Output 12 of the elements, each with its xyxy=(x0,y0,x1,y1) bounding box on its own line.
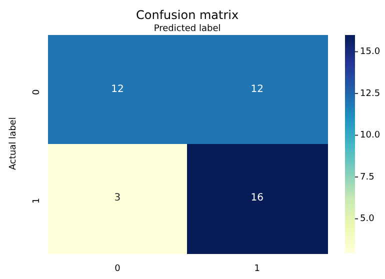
color-bar-label: 15.0 xyxy=(360,47,380,58)
data-label: 3 xyxy=(114,192,121,204)
x-axis-title: Predicted label xyxy=(154,24,221,34)
color-bar-label: 7.5 xyxy=(360,172,374,182)
color-bar-label: 5.0 xyxy=(360,214,375,224)
color-bar-label: 12.5 xyxy=(360,88,380,99)
data-label: 16 xyxy=(250,192,264,204)
data-label: 12 xyxy=(250,84,264,95)
chart-title: Confusion matrix xyxy=(136,8,239,22)
color-bar-label: 10.0 xyxy=(360,130,380,141)
data-label: 12 xyxy=(111,84,124,95)
y-axis-title: Actual label xyxy=(8,117,19,170)
